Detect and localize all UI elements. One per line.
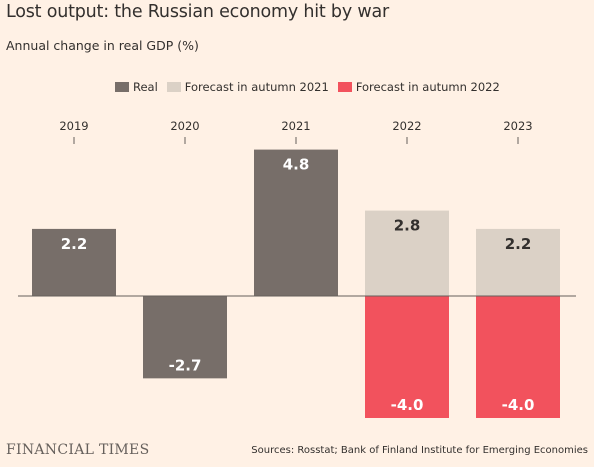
bar-2022-forecast-in-autumn-2022 <box>365 296 449 418</box>
data-label-2023_f22: -4.0 <box>502 396 535 414</box>
x-tick-label-2023: 2023 <box>503 119 532 133</box>
legend-swatch-forecast-2021 <box>166 82 181 92</box>
source-note: Sources: Rosstat; Bank of Finland Instit… <box>251 445 588 456</box>
bar-2023-forecast-in-autumn-2021 <box>476 228 560 296</box>
data-label-2023_f21: 2.2 <box>505 235 532 253</box>
data-label-2019: 2.2 <box>61 235 88 253</box>
legend-label-forecast-2021: Forecast in autumn 2021 <box>184 80 329 94</box>
bar-2022-forecast-in-autumn-2021 <box>365 210 449 296</box>
data-label-2020: -2.7 <box>169 356 202 374</box>
chart-subtitle: Annual change in real GDP (%) <box>6 38 199 53</box>
bar-2021-real <box>254 149 338 296</box>
data-label-2022_f21: 2.8 <box>394 217 421 235</box>
bar-2023-forecast-in-autumn-2022 <box>476 296 560 418</box>
x-tick-label-2020: 2020 <box>170 119 199 133</box>
legend-swatch-real <box>115 82 129 92</box>
data-label-2021: 4.8 <box>283 156 310 174</box>
legend-label-real: Real <box>133 80 158 94</box>
data-label-2022_f22: -4.0 <box>391 396 424 414</box>
brand-logo: FINANCIAL TIMES <box>6 442 150 458</box>
x-tick-label-2022: 2022 <box>392 119 421 133</box>
legend: Real Forecast in autumn 2021 Forecast in… <box>115 80 509 94</box>
x-tick-label-2021: 2021 <box>281 119 310 133</box>
x-tick-label-2019: 2019 <box>59 119 88 133</box>
chart-title: Lost output: the Russian economy hit by … <box>6 2 389 22</box>
bar-2020-real <box>143 296 227 379</box>
legend-item-real: Real <box>115 80 158 94</box>
legend-item-forecast-2021: Forecast in autumn 2021 <box>166 80 329 94</box>
legend-label-forecast-2022: Forecast in autumn 2022 <box>355 80 500 94</box>
bar-2019-real <box>32 228 116 296</box>
legend-swatch-forecast-2022 <box>337 82 352 92</box>
legend-item-forecast-2022: Forecast in autumn 2022 <box>337 80 500 94</box>
